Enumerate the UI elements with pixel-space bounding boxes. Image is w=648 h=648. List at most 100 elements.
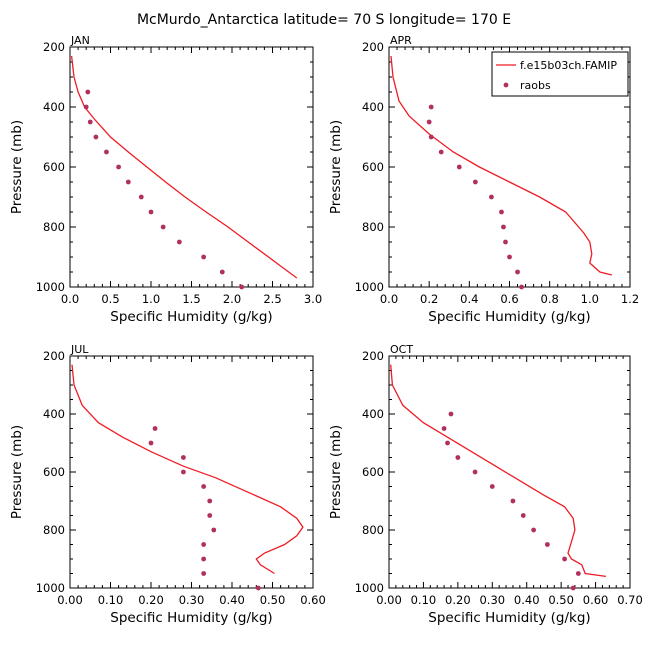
raob-point [181, 455, 186, 460]
panel-jan: 0.0 0.5 1.0 1.5 2.0 2.5 3.0 200 400 600 800 1000 Spe… [9, 34, 322, 325]
raob-point [520, 513, 526, 518]
series-line-model [390, 364, 606, 578]
raob-point [501, 224, 506, 230]
plot-frame [388, 355, 631, 589]
y-tick-label: 600 [43, 465, 65, 479]
y-tick-label: 600 [362, 160, 384, 174]
raob-point [428, 104, 434, 110]
raob-point [531, 527, 536, 533]
raob-point [116, 164, 121, 170]
raob-point [152, 426, 158, 431]
x-axis-label: Specific Humidity (g/kg) [428, 610, 590, 626]
y-tick-label: 200 [362, 40, 384, 54]
raob-point [515, 269, 520, 275]
y-tick-label: 400 [43, 100, 65, 114]
x-tick-label: 0.60 [583, 593, 609, 607]
series-line-model [390, 55, 613, 276]
x-tick-label: 0.0 [61, 292, 79, 306]
panel-label: JAN [70, 34, 90, 47]
y-axis-label: Pressure (mb) [9, 425, 25, 519]
y-tick-label: 1000 [355, 581, 384, 595]
x-tick-label: 0.10 [411, 593, 437, 607]
raob-point [211, 527, 217, 533]
y-axis-label: Pressure (mb) [328, 120, 344, 214]
raob-point [255, 585, 261, 591]
raob-point [239, 284, 245, 290]
raob-point [562, 556, 567, 562]
panels: 0.0 0.5 1.0 1.5 2.0 2.5 3.0 200 400 600 800 1000 Spe… [9, 34, 643, 626]
x-tick-label: 0.50 [260, 593, 286, 607]
raob-point [499, 209, 504, 215]
y-tick-label: 800 [362, 220, 384, 234]
raob-point [148, 440, 154, 446]
panel-label: JUL [70, 343, 89, 356]
x-tick-label: 0.10 [98, 593, 124, 607]
raob-point [489, 194, 494, 200]
raob-point [207, 513, 213, 518]
raob-point [575, 571, 581, 576]
raob-point [426, 119, 432, 125]
raob-point [428, 134, 434, 140]
x-tick-label: 2.5 [263, 292, 281, 306]
panel-label: OCT [390, 343, 413, 356]
x-axis-label: Specific Humidity (g/kg) [110, 610, 272, 626]
x-tick-label: 1.2 [621, 292, 639, 306]
raob-point [201, 542, 207, 547]
raob-point [201, 571, 207, 576]
raob-point [489, 484, 495, 489]
y-tick-label: 1000 [355, 280, 384, 294]
raob-point [441, 426, 447, 431]
raob-point [148, 209, 154, 215]
x-tick-label: 1.5 [182, 292, 200, 306]
raob-point [201, 556, 207, 562]
legend-entry-obs: raobs [520, 79, 551, 92]
raob-point [503, 239, 508, 245]
raob-point [181, 469, 186, 475]
x-tick-label: 0.30 [179, 593, 205, 607]
raob-point [507, 254, 512, 260]
y-tick-label: 200 [362, 349, 384, 363]
raob-point [201, 484, 207, 489]
y-tick-label: 1000 [36, 581, 65, 595]
series-line-model [70, 55, 298, 279]
raob-point [544, 542, 550, 547]
raob-point [83, 104, 89, 110]
x-tick-label: 0.00 [57, 593, 83, 607]
raob-point [87, 119, 93, 125]
x-tick-label: 0.4 [460, 292, 478, 306]
x-tick-label: 1.0 [142, 292, 160, 306]
x-tick-label: 0.8 [541, 292, 559, 306]
x-tick-label: 0.0 [380, 292, 398, 306]
x-tick-label: 3.0 [304, 292, 322, 306]
x-tick-label: 0.00 [376, 593, 402, 607]
raob-point [448, 411, 454, 417]
raob-point [85, 89, 91, 95]
panel-jul: 0.00 0.10 0.20 0.30 0.40 0.50 0.60 200 400 600 800… [9, 343, 326, 626]
raob-point [93, 134, 99, 140]
panel-oct: 0.00 0.10 0.20 0.30 0.40 0.50 0.60 0.70 200 400 60… [328, 343, 643, 626]
legend-dot-swatch [503, 82, 509, 88]
raob-point [219, 269, 225, 275]
raob-point [138, 194, 144, 200]
y-tick-label: 600 [362, 465, 384, 479]
raob-point [472, 469, 478, 475]
x-tick-label: 0.40 [219, 593, 245, 607]
x-tick-label: 2.0 [223, 292, 241, 306]
plot-frame [69, 355, 314, 589]
y-axis-label: Pressure (mb) [9, 120, 25, 214]
x-axis-label: Specific Humidity (g/kg) [110, 309, 272, 325]
x-tick-label: 0.2 [420, 292, 438, 306]
plot-frame [69, 46, 314, 288]
x-axis-label: Specific Humidity (g/kg) [428, 309, 590, 325]
y-tick-label: 200 [43, 349, 65, 363]
raob-point [510, 498, 516, 504]
x-tick-label: 0.20 [138, 593, 164, 607]
x-tick-label: 1.0 [581, 292, 599, 306]
y-axis-label: Pressure (mb) [328, 425, 344, 519]
raob-point [160, 224, 166, 230]
y-tick-label: 800 [43, 220, 65, 234]
figure-title: McMurdo_Antarctica latitude= 70 S longit… [137, 12, 511, 28]
y-tick-label: 1000 [36, 280, 65, 294]
